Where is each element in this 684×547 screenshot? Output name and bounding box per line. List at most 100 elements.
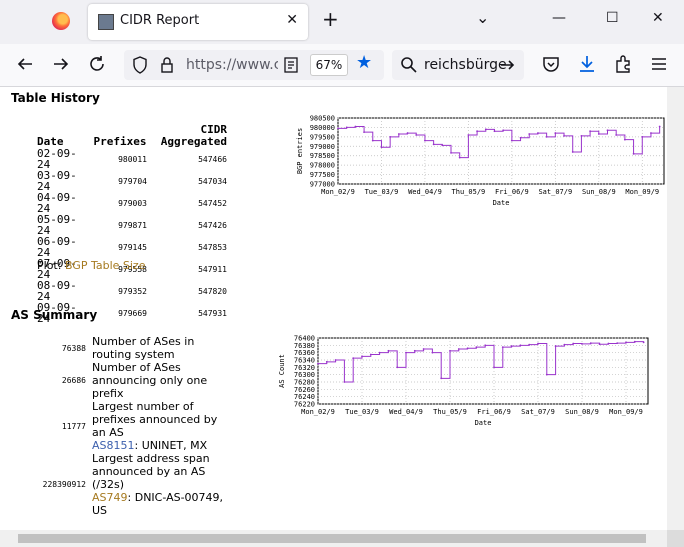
lock-icon[interactable]: [160, 56, 174, 78]
date-cell: 09-09-24: [37, 301, 77, 325]
downloads-icon[interactable]: [578, 55, 596, 77]
table-history: Date Prefixes CIDR Aggregated 02-09-24 98…: [35, 124, 229, 325]
x-tick-label: Fri_06/9: [477, 408, 511, 416]
data-point: [406, 132, 409, 134]
data-point: [625, 341, 627, 344]
minimize-button[interactable]: —: [552, 10, 566, 26]
x-tick-label: Thu_05/9: [452, 188, 486, 196]
table-row: 08-09-24 979352 547820: [35, 280, 229, 302]
data-point: [458, 156, 461, 159]
bookmark-star-icon[interactable]: ★: [356, 52, 373, 73]
tracking-protection-icon[interactable]: [132, 56, 148, 78]
data-point: [572, 342, 575, 345]
bgp-table-size-link[interactable]: BGP Table Size: [64, 259, 146, 272]
data-point: [554, 345, 557, 347]
y-tick-label: 76260: [294, 386, 315, 394]
data-point: [467, 134, 470, 136]
cidr-cell: 547426: [198, 220, 227, 230]
x-tick-label: Wed_04/9: [408, 188, 442, 196]
close-window-button[interactable]: ✕: [652, 10, 664, 26]
extensions-icon[interactable]: [614, 55, 632, 77]
data-point: [633, 340, 636, 343]
data-point: [378, 351, 381, 354]
menu-icon[interactable]: [650, 55, 668, 77]
y-tick-label: 76220: [294, 401, 315, 409]
header-date: Date: [37, 135, 64, 148]
prefixes-cell: 979145: [118, 242, 147, 252]
x-tick-label: Mon_02/9: [321, 188, 355, 196]
data-point: [387, 349, 390, 352]
maximize-button[interactable]: ☐: [606, 10, 619, 26]
prefixes-cell: 979003: [118, 198, 147, 208]
plot-area: [337, 117, 665, 185]
data-point: [380, 146, 383, 149]
as749-name: : DNIC-AS-00749, US: [92, 491, 224, 517]
series-line: [338, 125, 661, 159]
data-point: [354, 125, 357, 128]
prefixes-cell: 980011: [118, 154, 147, 164]
favicon-icon: [98, 14, 114, 30]
as8151-link[interactable]: AS8151: [92, 439, 135, 452]
url-text: https://www.cidr-report.org/as2.0/: [186, 57, 278, 73]
data-point: [431, 351, 434, 354]
prefixes-cell: 979871: [118, 220, 147, 230]
data-point: [581, 342, 583, 345]
as749-link[interactable]: AS749: [92, 491, 128, 504]
date-cell: 03-09-24: [37, 169, 77, 193]
x-tick-label: Tue_03/9: [365, 188, 399, 196]
as-count-label: Number of ASes in routing system: [92, 335, 195, 361]
horizontal-scrollbar-thumb[interactable]: [18, 534, 646, 543]
plot-label: Plot: BGP Table Size: [37, 259, 145, 272]
x-tick-label: Tue_03/9: [345, 408, 379, 416]
table-row: 26686 Number of ASes announcing only one…: [36, 361, 232, 400]
data-point: [607, 342, 610, 345]
data-point: [424, 139, 426, 142]
y-tick-label: 979000: [310, 143, 335, 151]
data-point: [369, 353, 372, 356]
data-point: [484, 128, 487, 131]
data-point: [389, 135, 392, 138]
table-row: 11777 Largest number of prefixes announc…: [36, 400, 232, 452]
data-point: [415, 134, 418, 136]
search-icon: [400, 56, 418, 78]
reader-view-icon[interactable]: [284, 56, 298, 78]
y-tick-label: 76320: [294, 364, 315, 372]
horizontal-scrollbar[interactable]: [0, 530, 667, 547]
data-point: [519, 136, 522, 139]
date-cell: 07-09-24: [37, 257, 77, 281]
data-point: [545, 135, 548, 138]
search-bar[interactable]: reichsbürge: [392, 50, 524, 80]
firefox-logo-icon[interactable]: [52, 12, 70, 30]
data-point: [493, 130, 496, 133]
as-count-value: 76388: [61, 343, 86, 353]
x-tick-label: Mon_02/9: [301, 408, 335, 416]
tab-bar: CIDR Report ✕ + ⌄ — ☐ ✕: [0, 0, 684, 44]
forward-icon[interactable]: [52, 55, 70, 77]
search-input[interactable]: reichsbürge: [424, 57, 507, 73]
data-point: [510, 345, 513, 347]
data-point: [554, 132, 557, 134]
zoom-level[interactable]: 67%: [310, 54, 348, 76]
pocket-icon[interactable]: [542, 55, 560, 77]
url-bar[interactable]: https://www.cidr-report.org/as2.0/ 67% ★: [124, 50, 384, 80]
data-point: [441, 144, 444, 147]
search-go-icon[interactable]: [500, 56, 516, 78]
data-point: [475, 346, 478, 349]
data-point: [589, 342, 592, 345]
largest-span-cell: Largest address span announced by an AS …: [92, 452, 232, 517]
tab-list-chevron-icon[interactable]: ⌄: [476, 8, 490, 27]
largest-prefixes-label: Largest number of prefixes announced by …: [92, 400, 218, 439]
table-history-title: Table History: [11, 91, 100, 105]
data-point: [528, 133, 531, 135]
vertical-scrollbar[interactable]: [667, 87, 684, 530]
y-tick-label: 76380: [294, 342, 315, 350]
prefixes-cell: 979352: [118, 286, 147, 296]
table-row: 76388 Number of ASes in routing system: [36, 335, 232, 361]
tab-cidr-report[interactable]: CIDR Report ✕: [88, 4, 308, 40]
back-icon[interactable]: [16, 55, 34, 77]
tab-close-icon[interactable]: ✕: [286, 12, 298, 28]
new-tab-button[interactable]: +: [322, 7, 339, 31]
x-tick-label: Thu_05/9: [433, 408, 467, 416]
reload-icon[interactable]: [88, 55, 106, 77]
data-point: [440, 377, 443, 380]
